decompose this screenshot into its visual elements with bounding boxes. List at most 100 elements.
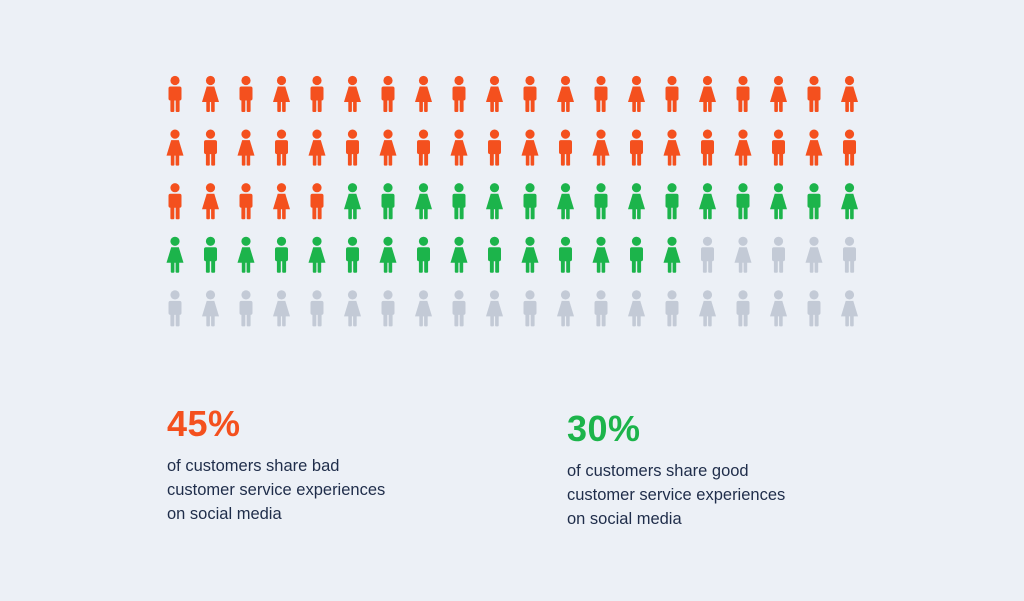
male-icon <box>701 129 714 166</box>
male-icon <box>594 75 608 112</box>
stat-bad: 45% of customers share bad customer serv… <box>167 402 467 526</box>
stat-bad-label: of customers share bad customer service … <box>167 457 386 523</box>
female-icon <box>628 75 645 112</box>
female-icon <box>415 183 432 220</box>
male-icon <box>239 290 253 327</box>
female-icon <box>557 183 574 220</box>
female-icon <box>202 183 219 220</box>
male-icon <box>452 183 466 220</box>
male-icon <box>168 290 182 327</box>
male-icon <box>239 183 253 220</box>
female-icon <box>415 290 432 327</box>
female-icon <box>415 75 432 112</box>
male-icon <box>168 183 182 220</box>
female-icon <box>521 236 539 273</box>
female-icon <box>770 75 787 112</box>
female-icon <box>379 129 397 166</box>
stat-good-value: 30% <box>567 408 641 449</box>
female-icon <box>202 75 219 112</box>
female-icon <box>841 75 858 112</box>
female-icon <box>592 129 610 166</box>
female-icon <box>628 183 645 220</box>
male-icon <box>630 236 643 273</box>
male-icon <box>594 183 608 220</box>
male-icon <box>772 236 785 273</box>
female-icon <box>202 290 219 327</box>
female-icon <box>486 75 503 112</box>
female-icon <box>166 129 184 166</box>
female-icon <box>699 75 716 112</box>
female-icon <box>273 290 290 327</box>
male-icon <box>310 75 324 112</box>
female-icon <box>841 290 858 327</box>
male-icon <box>346 129 359 166</box>
male-icon <box>843 129 856 166</box>
male-icon <box>275 236 288 273</box>
male-icon <box>559 236 572 273</box>
male-icon <box>665 183 679 220</box>
male-icon <box>381 183 395 220</box>
stat-good-label: of customers share good customer service… <box>567 462 786 528</box>
female-icon <box>699 183 716 220</box>
male-icon <box>736 290 750 327</box>
female-icon <box>805 129 823 166</box>
male-icon <box>488 129 501 166</box>
female-icon <box>734 236 752 273</box>
female-icon <box>486 290 503 327</box>
male-icon <box>346 236 359 273</box>
female-icon <box>557 290 574 327</box>
female-icon <box>734 129 752 166</box>
male-icon <box>275 129 288 166</box>
male-icon <box>523 290 537 327</box>
male-icon <box>665 75 679 112</box>
male-icon <box>310 183 324 220</box>
stat-good: 30% of customers share good customer ser… <box>567 407 867 531</box>
male-icon <box>559 129 572 166</box>
male-icon <box>452 75 466 112</box>
male-icon <box>807 183 821 220</box>
female-icon <box>486 183 503 220</box>
female-icon <box>770 183 787 220</box>
male-icon <box>594 290 608 327</box>
female-icon <box>344 183 361 220</box>
female-icon <box>557 75 574 112</box>
male-icon <box>417 236 430 273</box>
male-icon <box>807 290 821 327</box>
male-icon <box>665 290 679 327</box>
female-icon <box>663 129 681 166</box>
pictogram-icons <box>166 75 858 327</box>
female-icon <box>273 75 290 112</box>
female-icon <box>592 236 610 273</box>
female-icon <box>237 129 255 166</box>
female-icon <box>166 236 184 273</box>
male-icon <box>630 129 643 166</box>
female-icon <box>841 183 858 220</box>
male-icon <box>381 75 395 112</box>
male-icon <box>381 290 395 327</box>
female-icon <box>628 290 645 327</box>
female-icon <box>237 236 255 273</box>
female-icon <box>805 236 823 273</box>
male-icon <box>736 183 750 220</box>
male-icon <box>807 75 821 112</box>
female-icon <box>699 290 716 327</box>
male-icon <box>523 75 537 112</box>
male-icon <box>310 290 324 327</box>
female-icon <box>379 236 397 273</box>
female-icon <box>521 129 539 166</box>
female-icon <box>273 183 290 220</box>
female-icon <box>770 290 787 327</box>
female-icon <box>308 129 326 166</box>
male-icon <box>204 236 217 273</box>
male-icon <box>204 129 217 166</box>
male-icon <box>772 129 785 166</box>
male-icon <box>843 236 856 273</box>
female-icon <box>344 75 361 112</box>
female-icon <box>308 236 326 273</box>
female-icon <box>344 290 361 327</box>
male-icon <box>452 290 466 327</box>
male-icon <box>488 236 501 273</box>
male-icon <box>523 183 537 220</box>
male-icon <box>239 75 253 112</box>
